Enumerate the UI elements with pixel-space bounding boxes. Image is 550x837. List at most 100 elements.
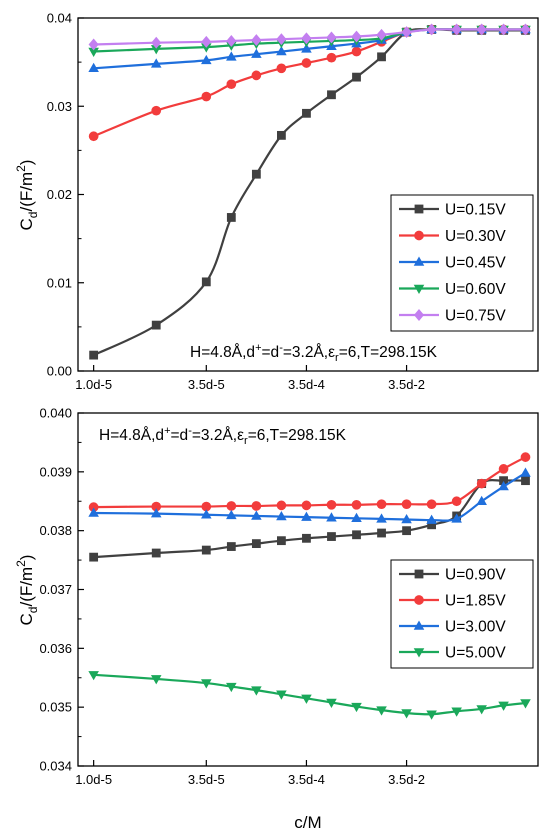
x-tick-label: 3.5d-2 <box>388 377 425 392</box>
data-point <box>201 35 212 48</box>
data-point <box>498 481 509 491</box>
top-chart: 0.00 0.01 0.02 0.03 0.04 1.0d-5 3.5d-5 3.5d-4 3.… <box>14 11 539 392</box>
legend-label: U=0.90V <box>445 567 506 584</box>
data-point <box>226 509 237 520</box>
data-point <box>226 51 237 61</box>
data-point <box>251 70 262 81</box>
y-tick-label: 0.00 <box>47 364 72 379</box>
data-point <box>476 495 487 505</box>
data-point <box>151 105 162 116</box>
data-point <box>251 510 262 520</box>
data-point <box>150 45 162 55</box>
data-point <box>376 499 387 510</box>
data-point <box>401 26 412 39</box>
series-line-1 <box>93 479 526 559</box>
data-point <box>327 532 336 541</box>
data-point <box>301 500 312 511</box>
data-point <box>150 58 162 68</box>
data-point <box>326 512 337 522</box>
data-point <box>226 501 237 511</box>
data-point <box>326 698 337 708</box>
data-point <box>151 501 162 512</box>
bottom-x-axis-title: c/M <box>294 813 321 832</box>
data-point <box>520 452 531 462</box>
data-point <box>498 701 509 711</box>
data-point <box>302 108 311 118</box>
data-point <box>451 496 462 507</box>
data-point <box>201 501 212 512</box>
data-point <box>226 213 236 222</box>
legend-label: U=0.60V <box>445 281 506 298</box>
legend-marker <box>414 230 424 241</box>
data-point <box>376 513 387 523</box>
y-tick-label: 0.01 <box>47 275 72 290</box>
data-point <box>276 63 287 74</box>
data-point <box>201 91 212 102</box>
y-tick-label: 0.039 <box>39 464 72 479</box>
data-point <box>251 34 262 47</box>
data-point <box>89 350 99 360</box>
legend-label: U=3.00V <box>445 619 506 636</box>
data-point <box>451 23 462 36</box>
top-y-axis-title: Cd/(F/m2) <box>14 160 40 231</box>
data-point <box>226 35 237 47</box>
series-line-5 <box>93 28 526 46</box>
y-tick-label: 0.036 <box>39 641 72 656</box>
y-tick-label: 0.02 <box>47 187 72 202</box>
data-point <box>301 694 312 704</box>
data-point <box>276 690 287 700</box>
data-point <box>351 499 362 510</box>
data-point <box>301 43 312 53</box>
x-tick-label: 3.5d-4 <box>288 772 325 787</box>
data-point <box>351 30 362 43</box>
data-point <box>301 511 312 521</box>
data-point <box>226 79 237 90</box>
legend-label: U=0.15V <box>445 202 506 219</box>
data-point <box>276 500 287 511</box>
data-point <box>376 28 387 41</box>
data-point <box>401 709 412 719</box>
data-point <box>401 499 412 510</box>
x-tick-label: 3.5d-2 <box>388 772 425 787</box>
data-point <box>88 502 99 512</box>
legend-label: U=0.45V <box>445 255 506 272</box>
series-line-2 <box>93 456 527 509</box>
data-point <box>88 47 99 58</box>
data-point <box>226 682 237 693</box>
data-point <box>476 705 487 715</box>
data-point <box>326 499 337 510</box>
data-point <box>201 54 212 65</box>
legend-marker <box>414 204 424 214</box>
data-point <box>351 46 362 57</box>
data-point <box>377 52 386 62</box>
legend-marker <box>413 284 425 294</box>
data-point <box>427 520 437 530</box>
data-point <box>277 536 286 546</box>
data-point <box>277 130 286 140</box>
data-point <box>88 38 99 51</box>
data-point <box>352 72 361 82</box>
legend-label: U=0.30V <box>445 228 506 245</box>
data-point <box>426 514 437 524</box>
data-point <box>326 31 337 44</box>
y-tick-label: 0.037 <box>39 582 72 597</box>
y-tick-label: 0.03 <box>47 99 72 114</box>
data-point <box>226 542 236 551</box>
data-point <box>352 530 361 540</box>
y-tick-label: 0.040 <box>39 406 72 421</box>
data-point <box>201 43 212 53</box>
data-point <box>276 511 287 521</box>
data-point <box>351 512 362 523</box>
data-point <box>327 90 336 100</box>
data-point <box>521 476 530 486</box>
top-annotation: H=4.8Å,d+=d-=3.2Å,εr=6,T=298.15K <box>190 342 438 364</box>
data-point <box>276 46 287 56</box>
data-point <box>201 679 212 689</box>
legend-label: U=5.00V <box>445 645 506 662</box>
data-point <box>402 526 411 536</box>
legend-marker <box>414 569 424 579</box>
legend-marker <box>413 620 425 630</box>
legend-label: U=1.85V <box>445 593 506 610</box>
series-line-4 <box>93 673 526 716</box>
